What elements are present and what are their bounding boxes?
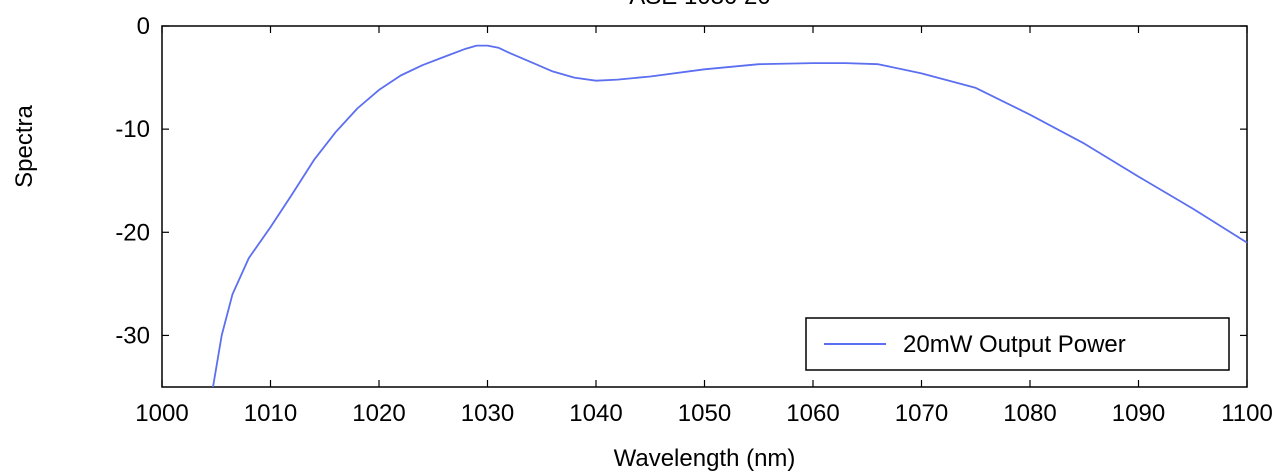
y-tick-label: -30 xyxy=(115,322,150,349)
chart-title: ASE 1030 20 xyxy=(629,0,770,10)
x-tick-label: 1100 xyxy=(1221,400,1273,427)
ticks-layer: 1000 1010 1020 1030 1040 1050 1060 1070 1080 1090… xyxy=(115,13,1272,427)
x-tick-label: 1030 xyxy=(461,400,514,427)
x-tick-label: 1090 xyxy=(1112,400,1165,427)
y-tick-label: -10 xyxy=(115,116,150,143)
x-tick-label: 1050 xyxy=(678,400,731,427)
x-axis-label: Wavelength (nm) xyxy=(614,445,796,472)
legend: 20mW Output Power xyxy=(805,317,1230,371)
x-tick-label: 1060 xyxy=(786,400,839,427)
x-tick-label: 1040 xyxy=(569,400,622,427)
series-layer xyxy=(212,44,1248,388)
y-tick-label: 0 xyxy=(137,13,150,40)
x-tick-label: 1070 xyxy=(895,400,948,427)
y-tick-label: -20 xyxy=(115,219,150,246)
x-tick-label: 1080 xyxy=(1003,400,1056,427)
x-tick-label: 1000 xyxy=(135,400,188,427)
x-tick-label: 1020 xyxy=(352,400,405,427)
legend-label: 20mW Output Power xyxy=(903,331,1126,358)
x-tick-label: 1010 xyxy=(244,400,297,427)
y-axis-label: Spectra xyxy=(11,104,38,187)
series-line-0 xyxy=(212,44,1248,388)
